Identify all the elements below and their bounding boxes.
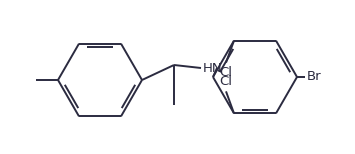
Text: Cl: Cl <box>219 75 233 88</box>
Text: HN: HN <box>203 61 223 75</box>
Text: Br: Br <box>307 71 322 83</box>
Text: Cl: Cl <box>219 66 233 79</box>
